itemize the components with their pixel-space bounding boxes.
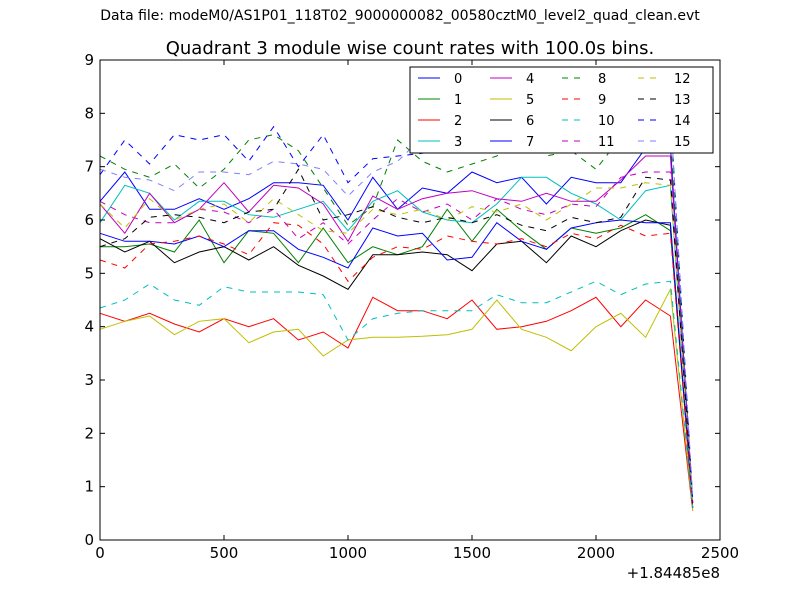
legend-label-8: 8 (598, 72, 606, 87)
y-tick-label: 8 (84, 104, 94, 122)
legend-label-15: 15 (674, 135, 691, 150)
series-line-0 (99, 144, 694, 503)
y-tick-label: 5 (84, 264, 94, 282)
legend-label-5: 5 (526, 93, 534, 108)
x-tick-label: 500 (210, 544, 239, 562)
series-line-7 (99, 219, 694, 509)
series-line-1 (100, 208, 694, 509)
series-line-14 (99, 110, 694, 501)
plot-frame (99, 59, 721, 541)
y-tick-label: 4 (84, 318, 94, 336)
y-tick-label: 0 (84, 531, 94, 549)
legend-label-11: 11 (598, 135, 615, 150)
legend-label-1: 1 (454, 93, 462, 108)
series-line-10 (99, 280, 694, 509)
series-line-15 (99, 110, 694, 501)
legend-box (409, 66, 714, 154)
y-tick-label: 6 (84, 211, 94, 229)
x-tick-label: 0 (95, 544, 105, 562)
legend-label-2: 2 (454, 114, 462, 129)
legend-label-13: 13 (674, 93, 691, 108)
y-tick-label: 1 (84, 478, 94, 496)
series-line-12 (99, 182, 694, 503)
x-tick-label: 1000 (329, 544, 367, 562)
legend-label-12: 12 (674, 72, 691, 87)
legend-label-7: 7 (526, 135, 534, 150)
y-tick-label: 3 (84, 371, 94, 389)
series-line-9 (99, 222, 694, 509)
figure-suptitle: Data file: modeM0/AS1P01_118T02_90000000… (100, 8, 700, 24)
x-tick-label: 2500 (701, 544, 739, 562)
chart-title: Quadrant 3 module wise count rates with … (166, 38, 655, 59)
series-line-13 (99, 168, 694, 503)
legend-label-4: 4 (526, 72, 534, 87)
series-line-2 (99, 296, 694, 511)
series-line-6 (99, 219, 694, 509)
y-tick-label: 2 (84, 424, 94, 442)
legend-label-0: 0 (454, 72, 462, 87)
series-layer (99, 110, 694, 511)
x-tick-label: 1500 (453, 544, 491, 562)
legend-label-3: 3 (454, 135, 462, 150)
legend-label-10: 10 (598, 114, 615, 129)
x-offset-label: +1.84485e8 (627, 564, 720, 582)
y-tick-label: 9 (84, 51, 94, 69)
legend-label-14: 14 (674, 114, 691, 129)
legend-label-9: 9 (598, 93, 606, 108)
series-line-3 (99, 176, 694, 503)
series-line-5 (99, 287, 694, 511)
series-line-8 (99, 134, 694, 503)
legend-label-6: 6 (526, 114, 534, 129)
y-tick-label: 7 (84, 158, 94, 176)
x-tick-label: 2000 (577, 544, 615, 562)
